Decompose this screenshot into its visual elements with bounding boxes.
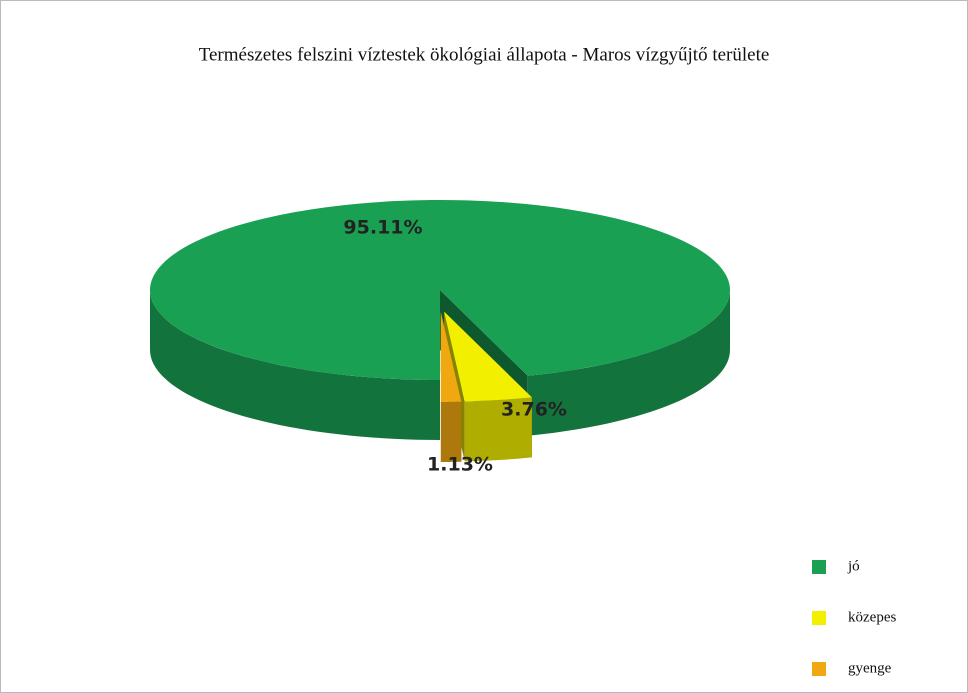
pie-slice [440,311,462,462]
slice-top [440,311,462,402]
legend-swatch [812,662,826,676]
slice-side [150,290,440,440]
legend-swatch [812,560,826,574]
value-label: 3.76% [501,399,567,421]
slice-top [444,311,532,402]
slice-top [149,199,730,380]
slice-side [464,397,532,462]
slice-side [527,290,730,436]
pie-slice [149,199,730,440]
legend-label: közepes [848,609,896,625]
slice-side [440,401,462,462]
legend-label: jó [847,558,860,574]
legend-label: gyenge [848,660,892,676]
chart-title: Természetes felszini víztestek ökológiai… [199,44,770,65]
value-label: 1.13% [427,454,493,476]
legend-swatch [812,611,826,625]
value-label: 95.11% [343,217,422,239]
